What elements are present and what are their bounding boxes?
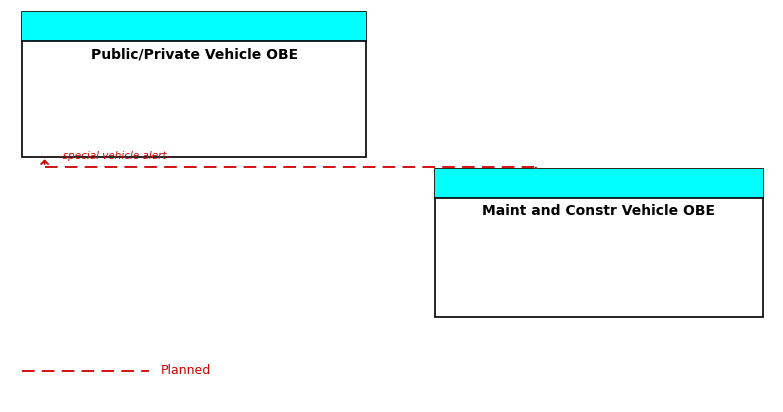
Text: Public/Private Vehicle OBE: Public/Private Vehicle OBE — [91, 47, 298, 61]
Bar — [22, 12, 366, 157]
Bar — [435, 169, 763, 198]
Bar — [435, 169, 763, 317]
Text: -special vehicle alert-: -special vehicle alert- — [59, 151, 170, 161]
Bar — [22, 12, 366, 41]
Text: Maint and Constr Vehicle OBE: Maint and Constr Vehicle OBE — [482, 204, 716, 218]
Text: Planned: Planned — [161, 364, 211, 377]
